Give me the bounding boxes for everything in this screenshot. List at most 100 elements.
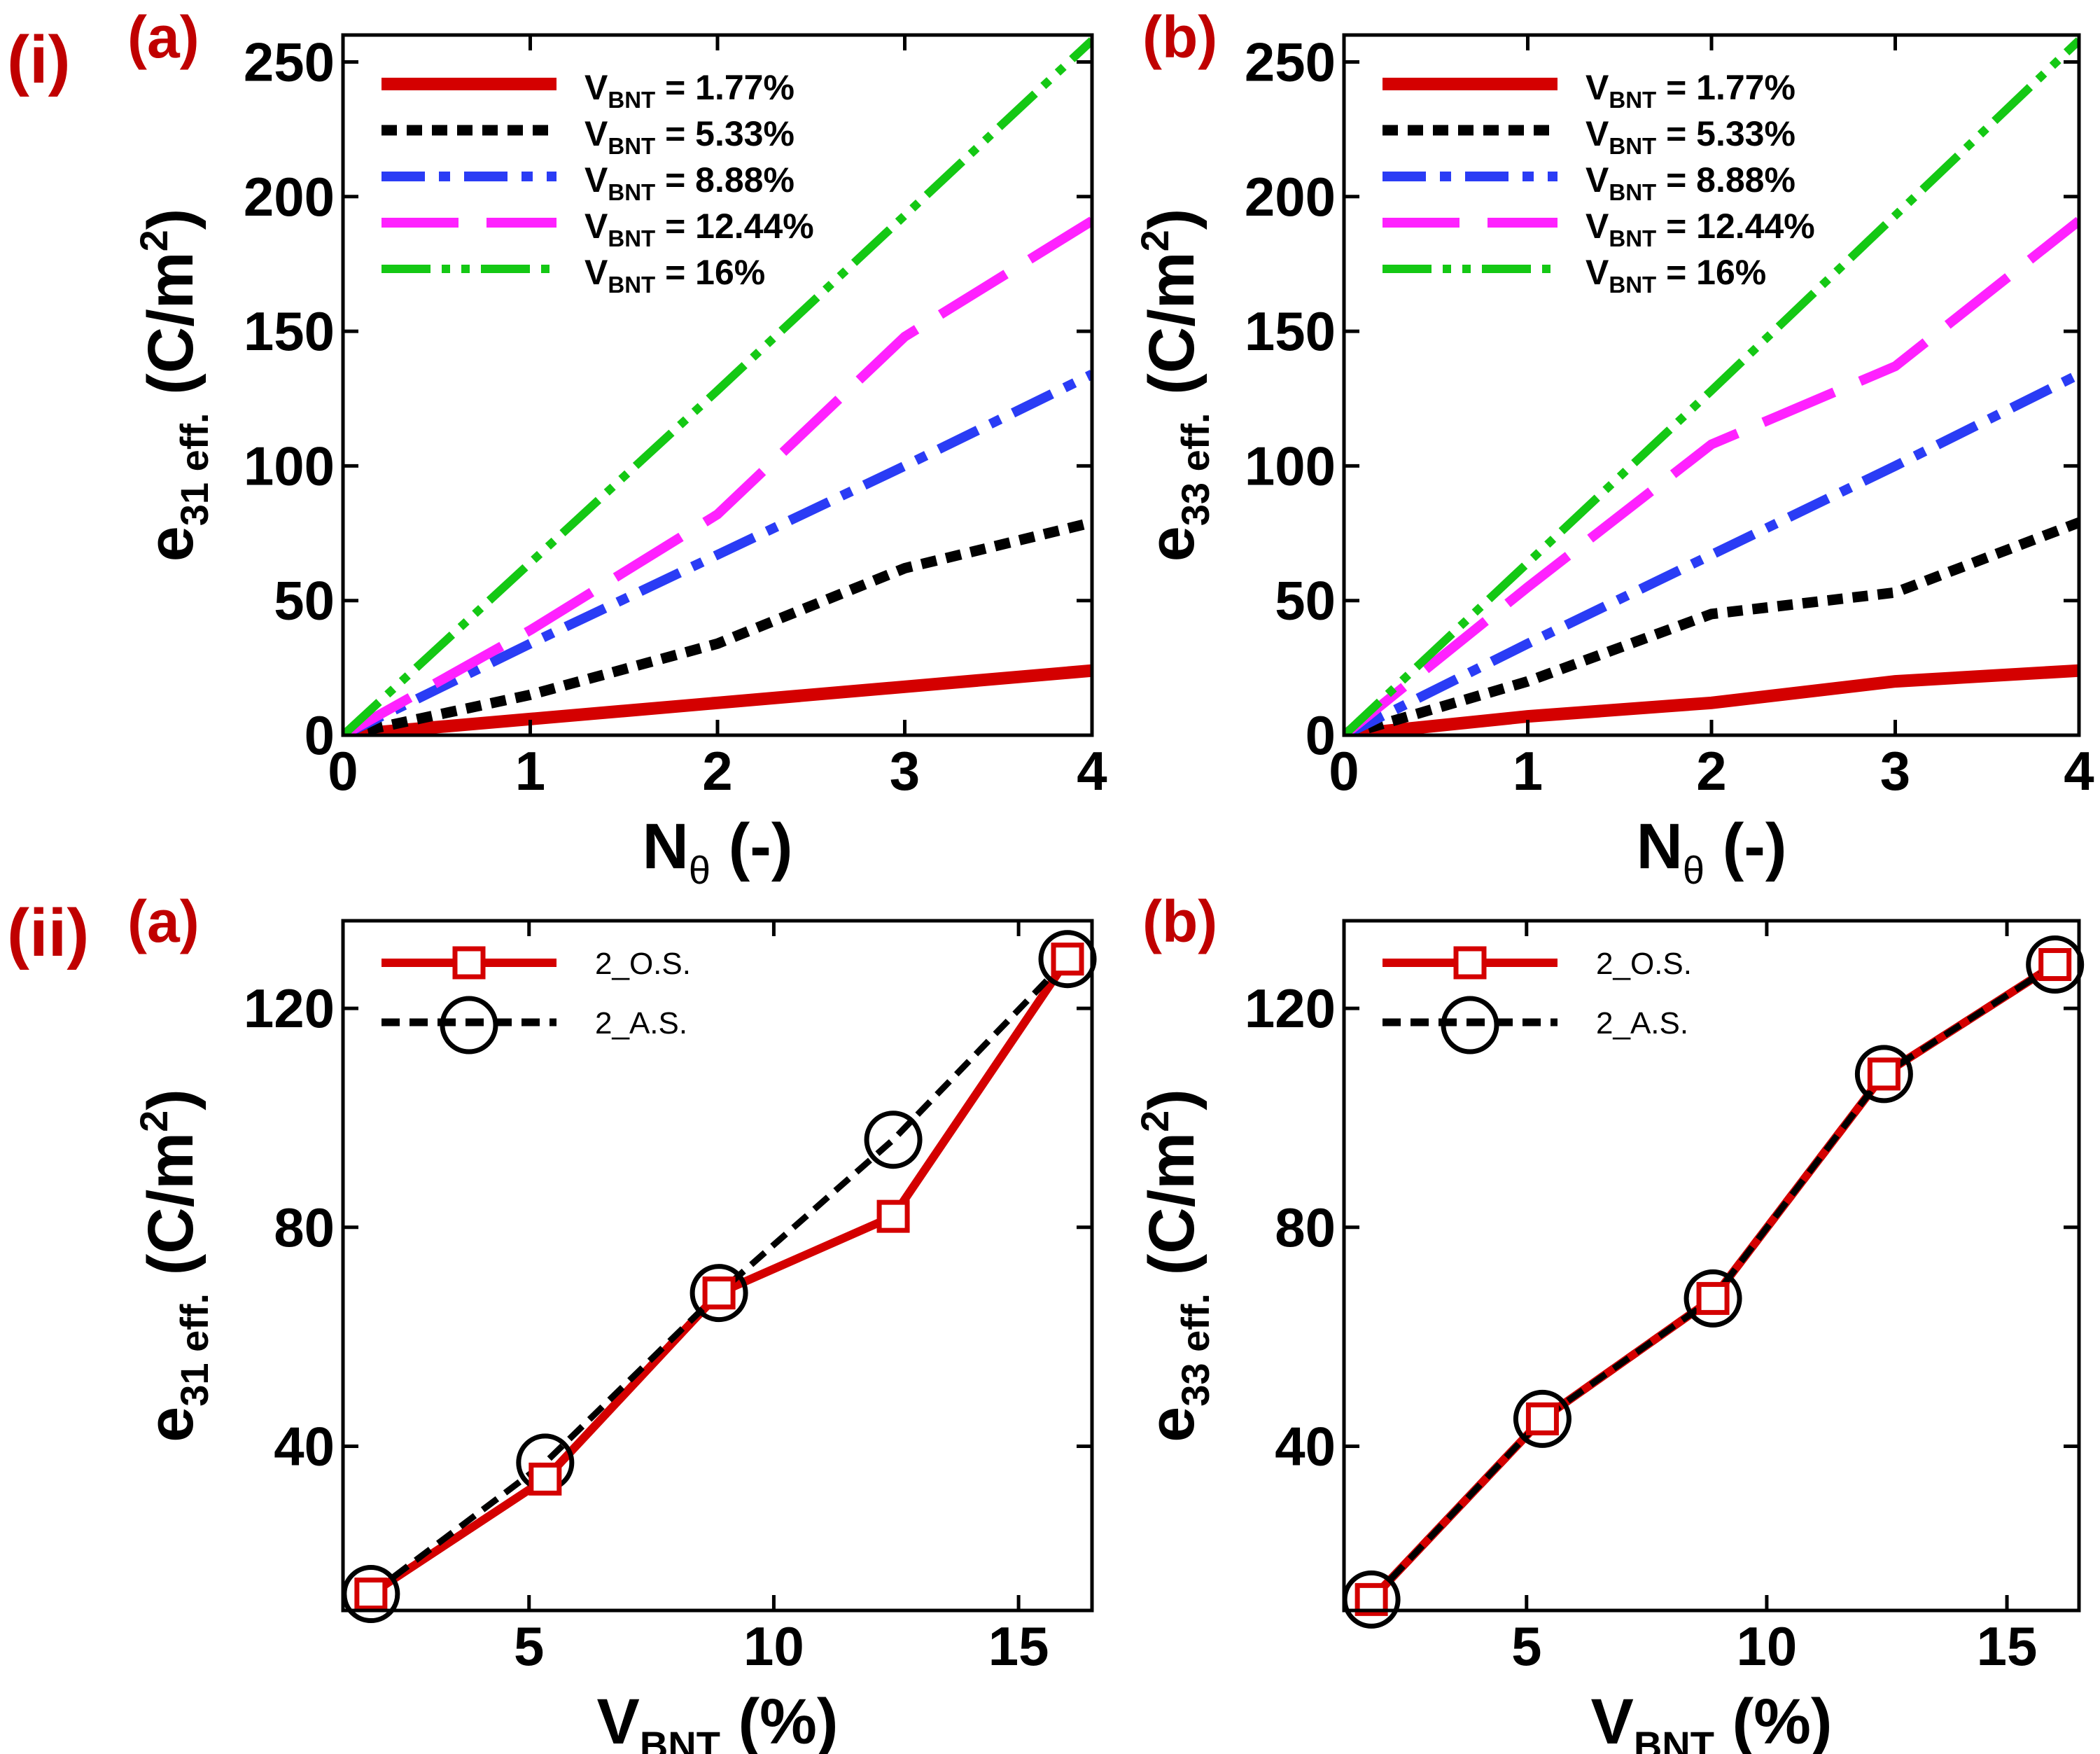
- x-tick-label-i-a-4: 4: [1077, 740, 1107, 802]
- legend-label-i-a-1: VBNT = 5.33%: [584, 114, 794, 159]
- x-tick-label-i-b-0: 0: [1329, 740, 1359, 802]
- legend-label-i-a-3: VBNT = 12.44%: [584, 207, 814, 251]
- marker-circle-ii-b-3: [1854, 1045, 1913, 1104]
- x-tick-label-ii-b-0: 5: [1511, 1615, 1541, 1677]
- x-tick-label-ii-a-1: 10: [743, 1615, 804, 1677]
- chart-panel-ii-b: (b) 5 10 15 40 80 120 VBNT (%) e33 eff. (C/m2) 2_…: [1133, 889, 2085, 1754]
- series-line-i-a-2: [343, 370, 1092, 735]
- legend-marker-square-ii-b: [1453, 946, 1487, 980]
- marker-circle-ii-b-4: [2026, 935, 2085, 994]
- x-axis-label-ii-a: VBNT (%): [596, 1686, 838, 1754]
- series-line-i-b-3: [1344, 216, 2079, 735]
- legend-label-ii-a-1: 2_A.S.: [595, 1006, 687, 1040]
- legend-label-ii-b-1: 2_A.S.: [1596, 1006, 1688, 1040]
- panel-label-ii-a: (a): [127, 889, 200, 954]
- x-tick-label-i-a-0: 0: [328, 740, 358, 802]
- y-tick-label-i-b-2: 100: [1245, 435, 1336, 496]
- x-tick-label-i-b-2: 2: [1696, 740, 1726, 802]
- series-line-i-a-4: [343, 37, 1092, 735]
- legend-label-i-a-2: VBNT = 8.88%: [584, 160, 794, 205]
- marker-circle-ii-a-4: [1038, 930, 1097, 989]
- legend-ii-b: 2_O.S. 2_A.S.: [1382, 946, 1692, 1055]
- plot-frame-ii-b: [1342, 919, 2081, 1613]
- x-tick-label-ii-b-2: 15: [1977, 1615, 2038, 1677]
- x-tick-label-i-b-3: 3: [1880, 740, 1910, 802]
- x-tick-label-ii-b-1: 10: [1737, 1615, 1798, 1677]
- x-tick-label-i-b-4: 4: [2064, 740, 2094, 802]
- legend-label-i-b-1: VBNT = 5.33%: [1586, 114, 1795, 159]
- y-tick-label-i-b-0: 0: [1306, 704, 1336, 766]
- y-tick-label-ii-a-0: 40: [274, 1415, 335, 1477]
- legend-i-b: VBNT = 1.77%VBNT = 5.33%VBNT = 8.88%VBNT…: [1382, 68, 1815, 298]
- x-tick-label-i-b-1: 1: [1513, 740, 1543, 802]
- legend-label-ii-b-0: 2_O.S.: [1596, 947, 1692, 981]
- x-tick-label-ii-a-0: 5: [514, 1615, 544, 1677]
- y-tick-label-ii-b-2: 120: [1245, 977, 1336, 1039]
- x-tick-label-ii-a-2: 15: [988, 1615, 1049, 1677]
- y-axis-label-ii-a: e31 eff. (C/m2): [132, 1089, 216, 1442]
- legend-marker-square-ii-a: [452, 946, 486, 980]
- series-line-i-b-4: [1344, 37, 2079, 735]
- marker-circle-ii-b-1: [1513, 1389, 1572, 1448]
- chart-panel-ii-a: (a) 5 10 15 40 80 120 VBNT (%) e31 eff. (C/m2) 2_…: [127, 889, 1097, 1754]
- marker-square-ii-a-0: [354, 1578, 388, 1611]
- legend-ii-a: 2_O.S. 2_A.S.: [382, 946, 691, 1055]
- legend-label-i-b-3: VBNT = 12.44%: [1586, 207, 1815, 251]
- y-tick-label-ii-b-1: 80: [1275, 1197, 1336, 1258]
- legend-i-a: VBNT = 1.77%VBNT = 5.33%VBNT = 8.88%VBNT…: [382, 68, 814, 298]
- x-axis-label-i-b: Nθ (-): [1636, 811, 1786, 892]
- x-tick-label-i-a-1: 1: [515, 740, 545, 802]
- marker-square-ii-a-3: [876, 1199, 910, 1233]
- legend-label-i-a-4: VBNT = 16%: [584, 253, 765, 298]
- panel-label-i-a: (a): [127, 4, 200, 70]
- y-tick-label-i-b-1: 50: [1275, 570, 1336, 632]
- legend-label-ii-a-0: 2_O.S.: [595, 947, 691, 981]
- marker-square-ii-b-2: [1696, 1281, 1730, 1315]
- x-axis-label-ii-b: VBNT (%): [1590, 1686, 1832, 1754]
- marker-circle-ii-a-3: [864, 1111, 923, 1169]
- marker-square-ii-a-2: [702, 1276, 736, 1310]
- marker-circle-ii-a-2: [690, 1264, 748, 1323]
- y-tick-label-ii-a-1: 80: [274, 1197, 335, 1258]
- series-line-i-b-2: [1344, 370, 2079, 735]
- series-line-i-a-1: [343, 517, 1092, 735]
- y-tick-label-i-a-2: 100: [244, 435, 335, 496]
- legend-marker-circle-ii-a: [440, 996, 498, 1055]
- legend-marker-circle-ii-b: [1441, 996, 1499, 1055]
- panel-label-i-b: (b): [1142, 4, 1217, 70]
- row-label-i: (i): [7, 22, 71, 97]
- chart-panel-i-b: (b) 0 1 2 3 4 0 50 100 150 200 250 Nθ (-) e33 eff. (C…: [1133, 4, 2094, 892]
- marker-square-ii-a-1: [528, 1462, 562, 1496]
- y-tick-label-i-b-5: 250: [1245, 31, 1336, 92]
- series-line-i-a-0: [343, 664, 1092, 735]
- legend-label-i-b-2: VBNT = 8.88%: [1586, 160, 1795, 205]
- y-axis-label-ii-b: e33 eff. (C/m2): [1133, 1089, 1217, 1442]
- y-tick-label-i-a-1: 50: [274, 570, 335, 632]
- y-tick-label-ii-b-0: 40: [1275, 1415, 1336, 1477]
- y-axis-label-i-b: e33 eff. (C/m2): [1133, 209, 1217, 562]
- plot-frame-ii-a: [341, 919, 1094, 1613]
- y-tick-label-i-a-0: 0: [304, 704, 335, 766]
- series-line-i-b-0: [1344, 664, 2079, 735]
- chart-panel-i-a: (a) 0 1 2 3 4 0 50 100 150 200 250 Nθ (-) e31 eff. (C…: [127, 4, 1107, 892]
- x-tick-label-i-a-3: 3: [890, 740, 920, 802]
- series-line-i-b-1: [1344, 517, 2079, 735]
- plot-area-i-a: [343, 37, 1092, 735]
- y-tick-label-i-a-4: 200: [244, 166, 335, 228]
- y-tick-label-i-a-5: 250: [244, 31, 335, 92]
- marker-square-ii-a-4: [1051, 942, 1084, 976]
- y-tick-label-ii-a-2: 120: [244, 977, 335, 1039]
- marker-square-ii-b-3: [1867, 1057, 1900, 1091]
- x-axis-label-i-a: Nθ (-): [642, 811, 792, 892]
- marker-square-ii-b-1: [1525, 1402, 1559, 1435]
- row-label-ii: (ii): [7, 896, 89, 970]
- legend-label-i-a-0: VBNT = 1.77%: [584, 68, 794, 113]
- y-tick-label-i-b-3: 150: [1245, 300, 1336, 362]
- plot-area-i-b: [1344, 37, 2079, 735]
- marker-circle-ii-b-2: [1684, 1269, 1742, 1328]
- legend-label-i-b-4: VBNT = 16%: [1586, 253, 1766, 298]
- marker-square-ii-b-0: [1354, 1582, 1388, 1616]
- marker-square-ii-b-4: [2038, 948, 2072, 982]
